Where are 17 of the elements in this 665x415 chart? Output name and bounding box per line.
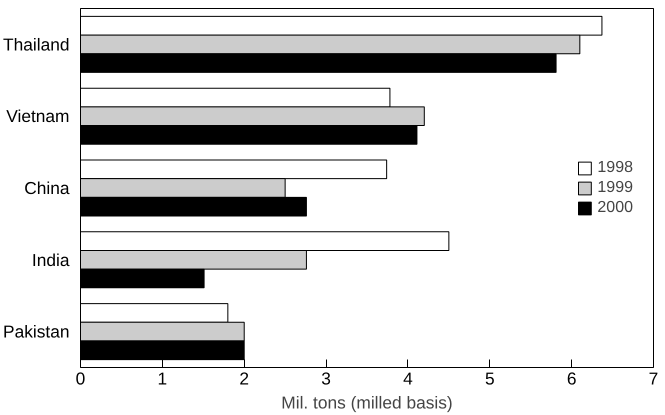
y-tick-label: Pakistan	[3, 322, 70, 342]
x-tick-label: 6	[566, 368, 576, 388]
x-tick-label: 5	[484, 368, 495, 388]
legend-label: 1998	[597, 158, 633, 176]
y-tick-label: China	[24, 178, 70, 198]
x-axis-title: Mil. tons (milled basis)	[281, 392, 453, 412]
x-tick-label: 2	[239, 368, 250, 388]
y-tick-label: Vietnam	[6, 106, 70, 126]
legend-label: 1999	[597, 178, 633, 196]
x-tick-label: 4	[403, 368, 414, 388]
x-tick-label: 1	[158, 368, 168, 388]
x-tick-label: 0	[76, 368, 86, 388]
x-tick-label: 7	[648, 368, 658, 388]
x-tick-label: 3	[321, 368, 331, 388]
y-tick-label: India	[32, 250, 70, 270]
y-tick-label: Thailand	[3, 34, 70, 54]
legend-label: 2000	[597, 198, 633, 216]
